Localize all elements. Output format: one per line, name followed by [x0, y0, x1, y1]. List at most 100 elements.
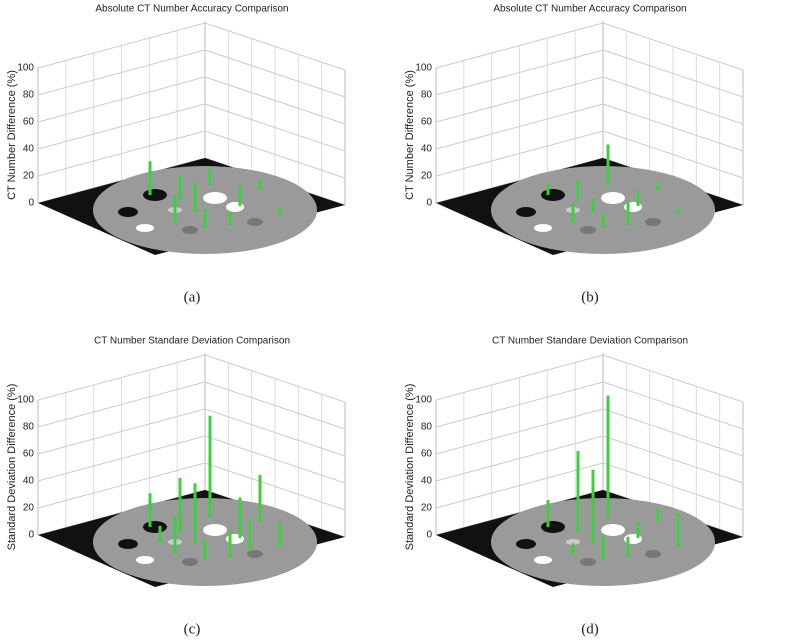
grid-line [435, 76, 604, 123]
phantom-insert [645, 550, 661, 558]
phantom-insert [534, 556, 552, 564]
grid-line [37, 49, 206, 96]
grid-line [204, 130, 346, 179]
chart-title: Absolute CT Number Accuracy Comparison [95, 4, 288, 15]
grid-line [37, 76, 206, 123]
phantom-insert [580, 226, 596, 234]
y-axis-label: Standard Deviation Difference (%) [6, 384, 18, 551]
grid-line [37, 354, 206, 401]
y-axis-label: CT Number Difference (%) [404, 70, 416, 200]
z-tick-label: 40 [421, 476, 433, 487]
grid-line [204, 435, 346, 484]
panel: CT Number Standare Deviation Comparison S… [6, 336, 346, 637]
panel: Absolute CT Number Accuracy Comparison CT… [6, 4, 346, 305]
chart-title: CT Number Standare Deviation Comparison [94, 336, 290, 347]
grid-line [435, 435, 604, 482]
z-tick-label: 100 [415, 395, 432, 406]
phantom-insert [516, 207, 536, 217]
grid-line [37, 22, 206, 69]
z-tick-label: 40 [23, 476, 35, 487]
phantom-insert [203, 524, 227, 536]
z-tick-label: 60 [23, 449, 35, 460]
z-tick-label: 80 [421, 422, 433, 433]
phantom-insert [136, 556, 154, 564]
grid-line [602, 76, 744, 125]
grid-line [602, 354, 744, 403]
grid-line [602, 381, 744, 430]
z-tick-label: 100 [415, 63, 432, 74]
phantom-insert [516, 539, 536, 549]
panel: Absolute CT Number Accuracy Comparison CT… [404, 4, 744, 305]
phantom-insert [143, 189, 167, 201]
z-tick-label: 80 [23, 90, 35, 101]
grid-line [602, 103, 744, 152]
y-axis-label: CT Number Difference (%) [6, 70, 18, 200]
grid-line [204, 381, 346, 430]
z-tick-label: 0 [28, 530, 34, 541]
caption: (a) [184, 289, 201, 305]
grid-line [602, 408, 744, 457]
z-tick-label: 40 [421, 144, 433, 155]
grid-line [37, 381, 206, 428]
grid-line [435, 408, 604, 455]
grid-line [602, 435, 744, 484]
phantom-insert [645, 218, 661, 226]
phantom-insert [247, 218, 263, 226]
z-tick-label: 100 [17, 63, 34, 74]
chart-title: Absolute CT Number Accuracy Comparison [493, 4, 686, 15]
phantom-insert [541, 189, 565, 201]
z-tick-label: 60 [23, 117, 35, 128]
z-tick-label: 20 [23, 171, 35, 182]
grid-line [37, 408, 206, 455]
caption: (b) [581, 289, 599, 305]
phantom-insert [182, 558, 198, 566]
phantom-insert [247, 550, 263, 558]
grid-line [602, 49, 744, 98]
grid-line [204, 103, 346, 152]
z-tick-label: 20 [23, 503, 35, 514]
phantom-insert [182, 226, 198, 234]
phantom-insert [580, 558, 596, 566]
grid-line [204, 408, 346, 457]
phantom-insert [601, 192, 625, 204]
grid-line [435, 381, 604, 428]
phantom-insert [541, 521, 565, 533]
grid-line [602, 130, 744, 179]
z-tick-label: 20 [421, 171, 433, 182]
y-axis-label: Standard Deviation Difference (%) [404, 384, 416, 551]
z-tick-label: 0 [426, 198, 432, 209]
phantom-insert [601, 524, 625, 536]
phantom-insert [136, 224, 154, 232]
z-tick-label: 80 [421, 90, 433, 101]
z-tick-label: 100 [17, 395, 34, 406]
grid-line [435, 49, 604, 96]
phantom-insert [143, 521, 167, 533]
grid-line [435, 22, 604, 69]
phantom-insert [534, 224, 552, 232]
z-tick-label: 20 [421, 503, 433, 514]
grid-line [435, 462, 604, 509]
grid-line [37, 435, 206, 482]
z-tick-label: 0 [426, 530, 432, 541]
grid-line [37, 462, 206, 509]
phantom-insert [118, 539, 138, 549]
grid-line [204, 462, 346, 511]
z-tick-label: 80 [23, 422, 35, 433]
grid-line [37, 103, 206, 150]
z-tick-label: 60 [421, 117, 433, 128]
grid-line [602, 462, 744, 511]
caption: (d) [581, 621, 599, 637]
phantom-insert [118, 207, 138, 217]
grid-line [435, 130, 604, 177]
grid-line [37, 130, 206, 177]
panel: CT Number Standare Deviation Comparison S… [404, 336, 744, 637]
grid-line [204, 354, 346, 403]
caption: (c) [184, 621, 201, 637]
grid-line [435, 103, 604, 150]
grid-line [204, 49, 346, 98]
grid-line [435, 354, 604, 401]
grid-line [204, 76, 346, 125]
grid-line [204, 22, 346, 71]
phantom-insert [566, 539, 580, 545]
